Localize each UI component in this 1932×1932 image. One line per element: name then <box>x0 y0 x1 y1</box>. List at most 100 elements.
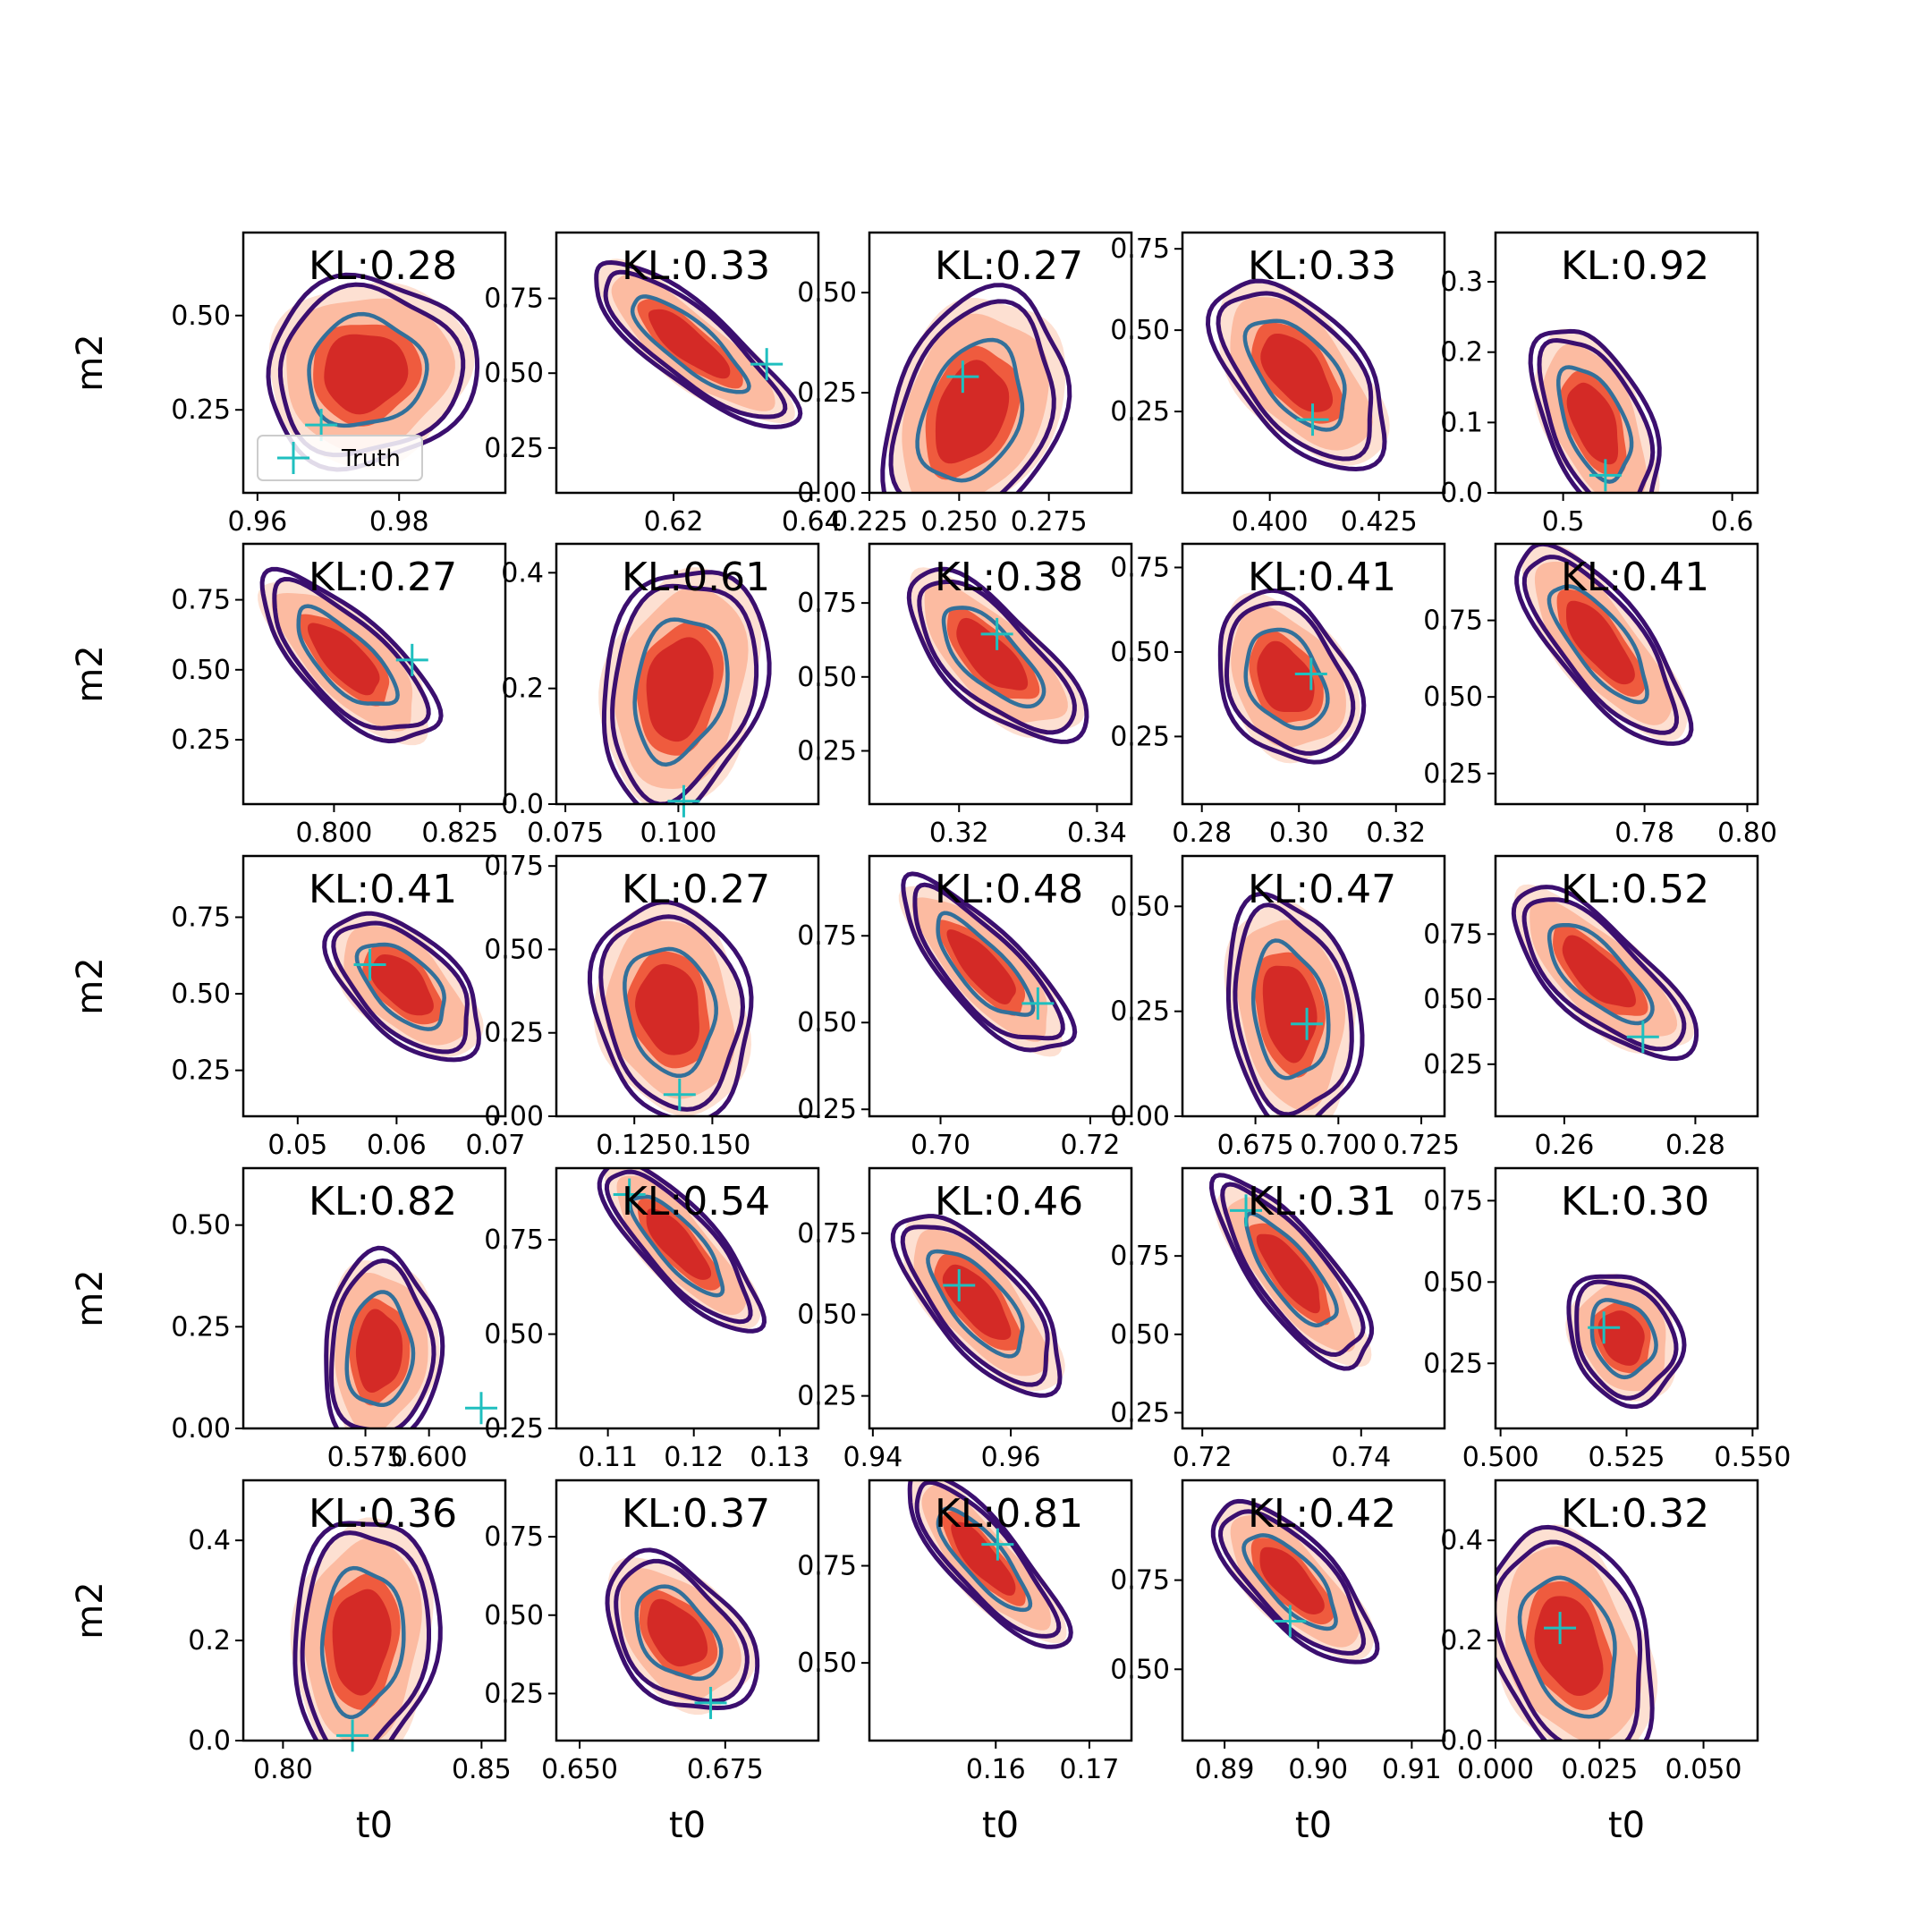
y-tick-label: 0.2 <box>501 674 544 705</box>
inner-contour <box>630 294 751 394</box>
inner-contour <box>1546 584 1649 705</box>
truth-marker <box>1021 987 1055 1020</box>
y-axis-label: m2 <box>70 1581 111 1639</box>
outer-contour-1 <box>880 283 1072 493</box>
x-tick-label: 0.74 <box>1331 1442 1391 1473</box>
x-tick-label: 0.600 <box>391 1442 468 1473</box>
fill-level-4 <box>370 954 434 1016</box>
outer-contour-1 <box>292 1521 443 1741</box>
axes-frame <box>242 1479 507 1742</box>
x-tick-label: 0.05 <box>267 1130 327 1161</box>
fill-level-4 <box>1260 334 1334 412</box>
fill-level-4 <box>332 1589 392 1696</box>
kl-label: KL:0.46 <box>935 1179 1083 1224</box>
y-tick-label: 0.00 <box>1110 1101 1170 1132</box>
y-tick-label: 0.4 <box>501 557 544 589</box>
density-contours <box>605 1547 760 1716</box>
kl-label: KL:0.37 <box>622 1491 770 1537</box>
y-tick-label: 0.25 <box>1423 758 1483 790</box>
kl-label: KL:0.32 <box>1561 1491 1709 1537</box>
outer-contour-2 <box>912 882 1065 1041</box>
outer-contour-2 <box>1216 291 1374 462</box>
x-tick-label: 0.62 <box>644 506 704 538</box>
x-tick-label: 0.675 <box>687 1754 764 1785</box>
outer-contour-2 <box>1537 337 1656 493</box>
x-tick-label: 0.425 <box>1341 506 1418 538</box>
outer-contour-1 <box>601 570 772 804</box>
outer-contour-1 <box>597 1168 767 1334</box>
outer-contour-2 <box>598 914 746 1112</box>
y-tick-label: 0.4 <box>188 1525 231 1556</box>
y-tick-label: 0.1 <box>1440 407 1483 438</box>
kl-label: KL:0.42 <box>1248 1491 1396 1537</box>
x-tick-label: 0.96 <box>227 506 287 538</box>
x-tick-label: 0.34 <box>1067 818 1127 849</box>
x-tick-label: 0.80 <box>253 1754 313 1785</box>
x-tick-label: 0.11 <box>578 1442 638 1473</box>
y-tick-label: 0.25 <box>797 735 857 767</box>
outer-contour-1 <box>1566 1274 1687 1410</box>
outer-contour-1 <box>1225 891 1365 1116</box>
x-tick-label: 0.30 <box>1269 818 1329 849</box>
fill-level-4 <box>308 623 380 696</box>
x-axis-label: t0 <box>982 1805 1019 1846</box>
truth-marker <box>1589 459 1622 492</box>
y-tick-label: 0.3 <box>1440 267 1483 298</box>
axes-frame <box>242 1166 507 1430</box>
y-tick-label: 0.25 <box>1110 996 1170 1028</box>
truth-marker <box>464 1392 497 1425</box>
y-tick-label: 0.50 <box>1110 1654 1170 1685</box>
axes-frame <box>1494 1479 1759 1742</box>
x-tick-label: 0.80 <box>1717 818 1777 849</box>
y-tick-label: 0.50 <box>797 1007 857 1038</box>
x-axis-label: t0 <box>356 1805 393 1846</box>
outer-contour-2 <box>1224 600 1356 756</box>
x-tick-label: 0.13 <box>750 1442 809 1473</box>
outer-contour-2 <box>604 1169 753 1325</box>
kl-label: KL:0.41 <box>309 867 457 912</box>
x-tick-label: 0.225 <box>831 506 908 538</box>
panel-4: 0.400 0.425 0.25 0.50 0.75 KL:0.33 <box>1110 231 1446 538</box>
y-tick-label: 0.50 <box>1110 1319 1170 1351</box>
axes-frame <box>555 1166 820 1430</box>
axes-frame <box>868 1166 1133 1430</box>
inner-contour <box>941 606 1046 709</box>
fill-level-4 <box>951 1521 1016 1596</box>
kl-label: KL:0.33 <box>622 243 770 289</box>
y-tick-label: 0.50 <box>797 662 857 693</box>
inner-contour <box>296 604 400 707</box>
fill-level-4 <box>1534 1596 1604 1696</box>
panel-17: 0.11 0.12 0.13 0.25 0.50 0.75 KL:0.54 <box>484 1166 820 1473</box>
y-tick-label: 0.2 <box>1440 337 1483 369</box>
truth-marker <box>694 1686 727 1719</box>
outer-contour-2 <box>610 583 759 804</box>
density-contours <box>1205 278 1390 472</box>
kl-label: KL:0.41 <box>1561 555 1709 600</box>
y-tick-label: 0.75 <box>484 1521 544 1553</box>
x-tick-label: 0.96 <box>981 1442 1041 1473</box>
y-tick-label: 0.2 <box>1440 1625 1483 1657</box>
fill-level-4 <box>1262 965 1318 1063</box>
y-tick-label: 0.50 <box>1423 1267 1483 1298</box>
fill-level-4 <box>646 1208 712 1280</box>
axes-frame <box>868 1479 1133 1742</box>
fill-level-4 <box>1566 382 1619 465</box>
x-tick-label: 0.72 <box>1173 1442 1233 1473</box>
x-tick-label: 0.525 <box>1589 1442 1665 1473</box>
kl-label: KL:0.38 <box>935 555 1083 600</box>
inner-contour <box>319 1565 406 1719</box>
outer-contour-2 <box>272 576 431 731</box>
density-contours <box>598 567 772 804</box>
outer-contour-2 <box>900 1224 1050 1387</box>
truth-marker <box>943 1268 976 1301</box>
kl-label: KL:0.82 <box>309 1179 457 1224</box>
outer-contour-2 <box>1220 1182 1366 1358</box>
outer-contour-1 <box>1514 544 1694 746</box>
y-tick-label: 0.50 <box>171 655 231 686</box>
x-tick-label: 0.17 <box>1060 1754 1120 1785</box>
x-tick-label: 0.650 <box>541 1754 618 1785</box>
inner-contour <box>354 942 446 1031</box>
x-tick-label: 0.28 <box>1665 1130 1725 1161</box>
outer-contour-2 <box>1217 1509 1366 1656</box>
